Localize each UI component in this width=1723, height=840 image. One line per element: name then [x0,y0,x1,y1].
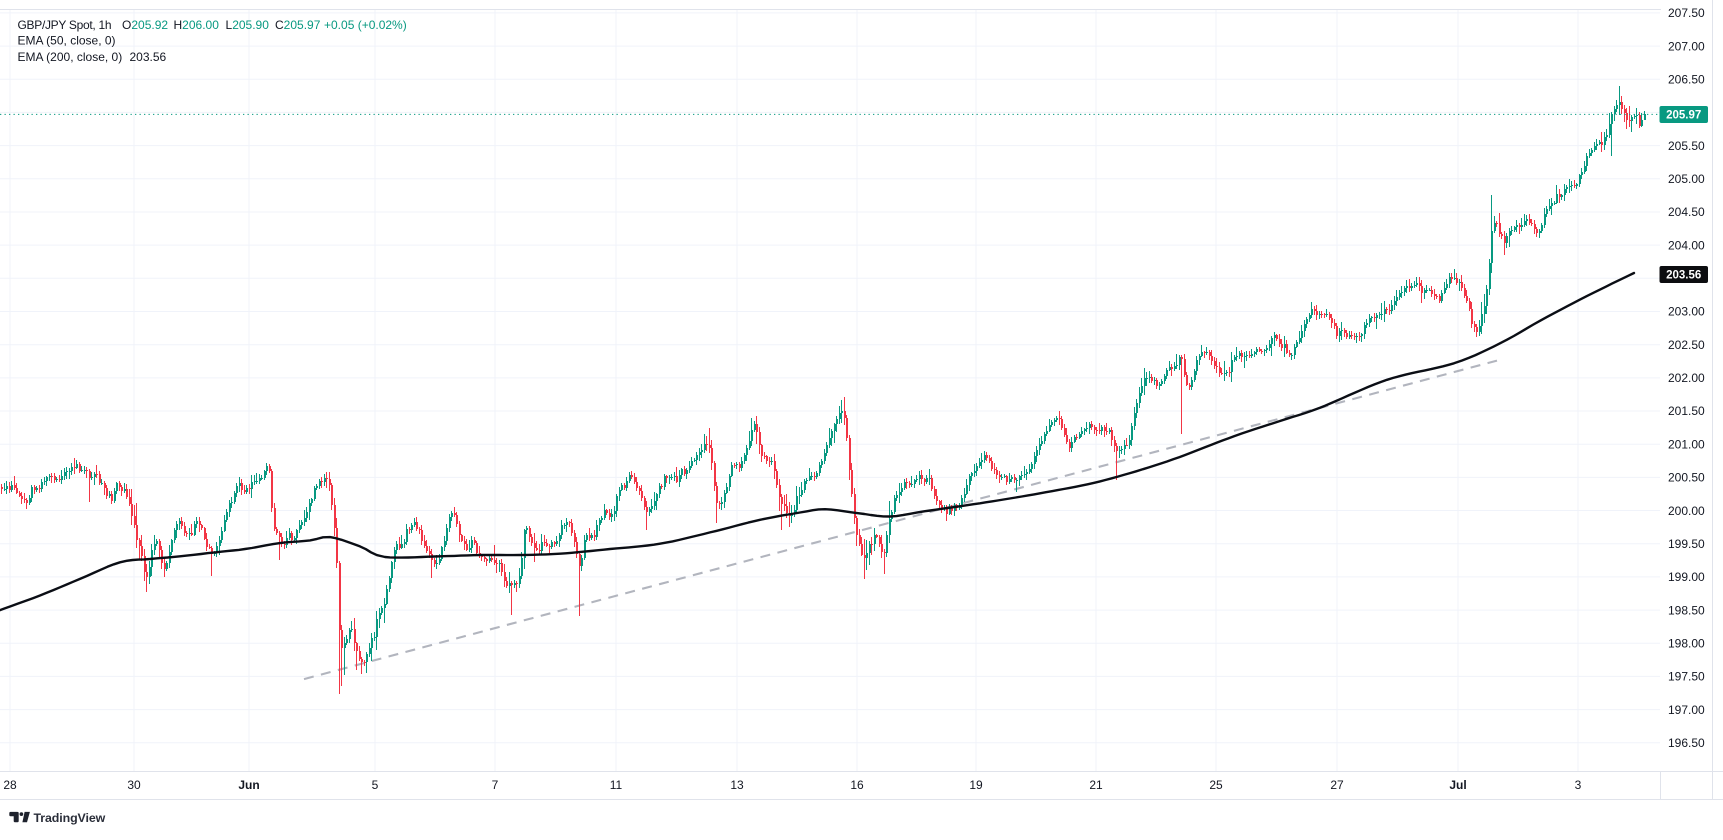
svg-text:30: 30 [127,778,141,792]
svg-text:203.56: 203.56 [1666,270,1701,282]
svg-text:202.00: 202.00 [1668,371,1705,385]
svg-text:25: 25 [1209,778,1223,792]
svg-text:200.50: 200.50 [1668,471,1705,485]
svg-text:16: 16 [850,778,864,792]
svg-text:5: 5 [372,778,379,792]
svg-text:207.00: 207.00 [1668,39,1705,53]
svg-text:27: 27 [1330,778,1344,792]
svg-text:201.00: 201.00 [1668,437,1705,451]
svg-text:205.50: 205.50 [1668,139,1705,153]
svg-text:Jul: Jul [1449,778,1466,792]
svg-text:197.50: 197.50 [1668,670,1705,684]
svg-text:205.00: 205.00 [1668,172,1705,186]
svg-text:202.50: 202.50 [1668,338,1705,352]
svg-text:204.00: 204.00 [1668,238,1705,252]
svg-text:19: 19 [969,778,983,792]
svg-text:207.50: 207.50 [1668,6,1705,20]
svg-text:205.97: 205.97 [1666,110,1701,122]
svg-text:201.50: 201.50 [1668,404,1705,418]
svg-text:3: 3 [1575,778,1582,792]
svg-text:204.50: 204.50 [1668,205,1705,219]
svg-text:197.00: 197.00 [1668,703,1705,717]
svg-text:Jun: Jun [238,778,259,792]
svg-text:196.50: 196.50 [1668,736,1705,750]
svg-text:11: 11 [610,778,623,792]
svg-text:GBP/JPY Spot, 1h: GBP/JPY Spot, 1h [18,18,112,32]
svg-text:199.50: 199.50 [1668,537,1705,551]
svg-text:203.00: 203.00 [1668,305,1705,319]
svg-text:EMA (200, close, 0) 203.56: EMA (200, close, 0) 203.56 [18,50,167,64]
svg-text:198.00: 198.00 [1668,637,1705,651]
svg-text:21: 21 [1089,778,1103,792]
svg-text:206.50: 206.50 [1668,73,1705,87]
svg-text:28: 28 [3,778,17,792]
svg-text:198.50: 198.50 [1668,603,1705,617]
svg-text:7: 7 [492,778,499,792]
svg-text:199.00: 199.00 [1668,570,1705,584]
svg-text:EMA (50, close, 0): EMA (50, close, 0) [18,34,116,48]
svg-text:TradingView: TradingView [34,811,106,825]
svg-text:200.00: 200.00 [1668,504,1705,518]
svg-text:13: 13 [730,778,744,792]
